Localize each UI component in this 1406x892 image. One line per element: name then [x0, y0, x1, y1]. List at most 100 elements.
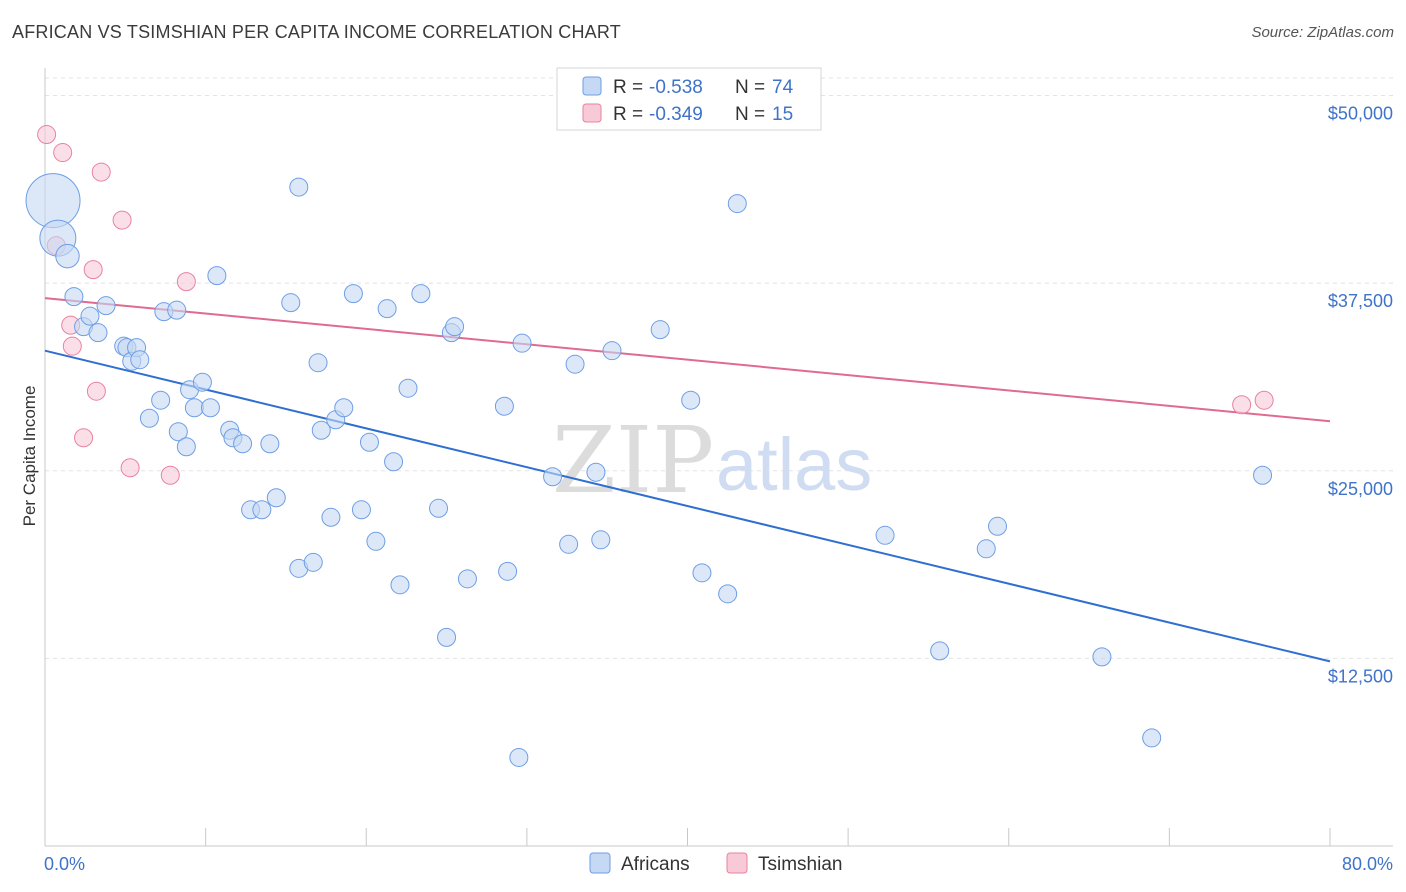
africans-point — [167, 300, 187, 320]
africans-point — [233, 434, 253, 454]
legend-r-label-tsimshian: R = — [613, 104, 643, 125]
africans-point — [252, 500, 272, 520]
watermark-zip: ZIP — [552, 407, 714, 514]
africans-point — [1253, 465, 1273, 485]
africans-point — [55, 243, 80, 269]
africans-point — [359, 432, 379, 452]
x-tick-label-min: 0.0% — [44, 854, 85, 874]
trend-lines — [44, 297, 1331, 663]
bottom-legend-swatch-africans — [589, 852, 611, 874]
africans-point — [207, 266, 227, 286]
tsimshian-point — [1254, 390, 1274, 410]
africans-point — [543, 467, 563, 487]
africans-point — [96, 296, 116, 316]
africans-point — [200, 398, 220, 418]
y-tick-labels: $12,500 $25,000 $37,500 $50,000 — [1328, 104, 1393, 687]
africans-point — [1092, 647, 1112, 667]
africans-point — [498, 561, 518, 581]
correlation-legend: R = -0.538 N = 74 R = -0.349 N = 15 — [556, 67, 822, 131]
africans-point — [494, 396, 514, 416]
africans-point — [559, 534, 579, 554]
africans-point — [281, 293, 301, 313]
y-tick-label: $37,500 — [1328, 291, 1393, 311]
tsimshian-point — [1232, 395, 1252, 415]
africans-point — [398, 378, 418, 398]
africans-point — [429, 498, 449, 518]
africans-point — [334, 398, 354, 418]
legend-swatch-africans — [582, 76, 602, 96]
tsimshian-point — [91, 162, 111, 182]
legend-r-label-africans: R = — [613, 77, 643, 98]
africans-point — [351, 500, 371, 520]
bottom-legend-africans: Africans — [621, 854, 690, 875]
x-tick-label-max: 80.0% — [1342, 854, 1393, 874]
tsimshian-point — [83, 260, 103, 280]
tsimshian-point — [37, 125, 57, 145]
bottom-legend-tsimshian: Tsimshian — [758, 854, 842, 875]
africans-point — [1142, 728, 1162, 748]
legend-r-value-tsimshian: -0.349 — [649, 104, 703, 125]
y-tick-label: $25,000 — [1328, 479, 1393, 499]
legend-n-value-africans: 74 — [772, 77, 794, 98]
tsimshian-point — [160, 465, 180, 485]
africans-point — [64, 287, 84, 307]
africans-point — [512, 333, 532, 353]
africans-point — [457, 569, 477, 589]
africans-point — [343, 284, 363, 304]
legend-n-label-africans: N = — [735, 77, 765, 98]
grid-lines — [45, 77, 1393, 659]
africans-point — [930, 641, 950, 661]
africans-point — [650, 320, 670, 340]
bottom-legend-swatch-tsimshian — [726, 852, 748, 874]
africans-point — [303, 552, 323, 572]
africans-point — [565, 354, 585, 374]
chart-title: AFRICAN VS TSIMSHIAN PER CAPITA INCOME C… — [12, 22, 621, 42]
x-tick-marks — [44, 828, 1331, 846]
y-tick-label: $12,500 — [1328, 666, 1393, 686]
africans-point — [176, 437, 196, 457]
africans-point — [976, 539, 996, 559]
africans-point — [445, 317, 465, 337]
africans-point — [988, 516, 1008, 536]
y-tick-label: $50,000 — [1328, 104, 1393, 124]
africans-point — [586, 462, 606, 482]
africans-point — [718, 584, 738, 604]
africans-point — [184, 398, 204, 418]
legend-r-value-africans: -0.538 — [649, 77, 703, 98]
africans-point — [681, 390, 701, 410]
africans-point — [437, 627, 457, 647]
series-legend: Africans Tsimshian — [589, 852, 842, 875]
africans-point — [602, 341, 622, 361]
africans-point — [80, 306, 100, 326]
africans-point — [266, 488, 286, 508]
africans-point — [727, 194, 747, 214]
legend-n-label-tsimshian: N = — [735, 104, 765, 125]
tsimshian-point — [86, 381, 106, 401]
africans-point — [289, 177, 309, 197]
africans-points — [25, 173, 1273, 767]
africans-point — [308, 353, 328, 373]
africans-point — [139, 408, 159, 428]
africans-point — [151, 390, 171, 410]
africans-point — [591, 530, 611, 550]
legend-n-value-tsimshian: 15 — [772, 104, 793, 125]
africans-point — [168, 422, 188, 442]
tsimshian-point — [112, 210, 132, 230]
africans-point — [25, 173, 81, 229]
tsimshian-point — [120, 458, 140, 478]
africans-point — [692, 563, 712, 583]
tsimshian-point — [74, 428, 94, 448]
tsimshian-trend-line — [44, 297, 1331, 423]
africans-point — [384, 452, 404, 472]
africans-point — [411, 284, 431, 304]
africans-point — [88, 323, 108, 343]
africans-point — [366, 531, 386, 551]
africans-point — [192, 372, 212, 392]
y-axis-label: Per Capita Income — [20, 386, 39, 527]
africans-point — [321, 507, 341, 527]
legend-swatch-tsimshian — [582, 103, 602, 123]
africans-point — [130, 350, 150, 370]
africans-point — [260, 434, 280, 454]
africans-point — [509, 747, 529, 767]
